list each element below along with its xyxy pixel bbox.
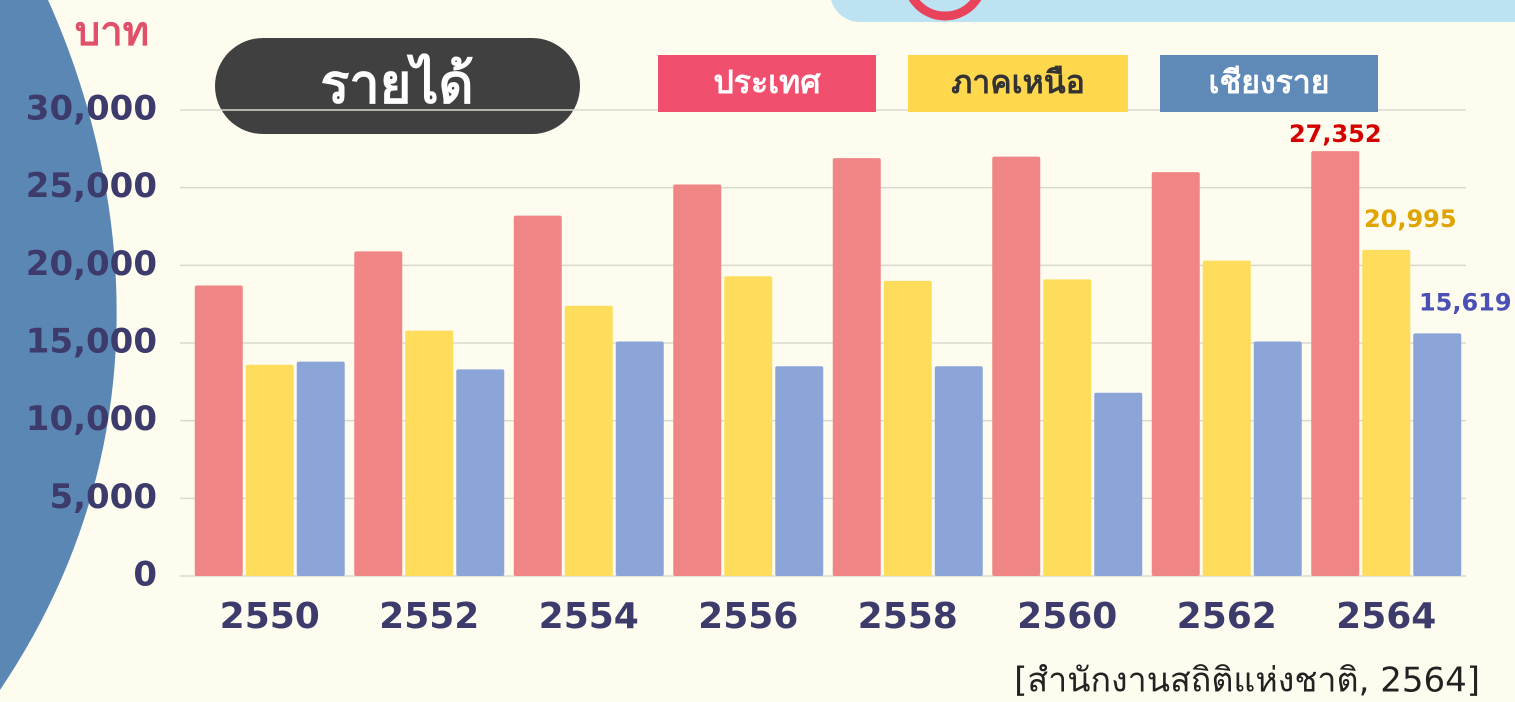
bar [513,215,562,577]
legend-label: เชียงราย [1209,63,1330,101]
x-tick-label: 2552 [379,596,479,637]
y-tick-label: 15,000 [26,322,157,362]
bar [832,158,881,577]
y-tick-label: 0 [133,555,157,595]
bar [1202,260,1251,576]
legend-label: ประเทศ [713,63,821,101]
legend-swatch [658,55,876,112]
bar [1094,392,1143,576]
value-label: 15,619 [1419,288,1512,316]
y-tick-label: 10,000 [26,399,157,439]
bar [456,369,505,576]
bar [245,364,294,576]
bar [1413,333,1462,576]
bar [992,156,1041,576]
x-tick-label: 2550 [220,596,320,637]
y-tick-label: 20,000 [26,244,157,284]
source: [สำนักงานสถิติแห่งชาติ, 2564] [1014,661,1480,701]
bar [564,305,613,576]
bar [615,341,664,576]
x-tick-label: 2558 [858,596,958,637]
top-banner [831,0,1515,22]
bar [883,280,932,576]
x-tick-label: 2564 [1336,596,1436,637]
legend-label: ภาคเหนือ [951,63,1085,101]
bar [405,330,454,576]
bar [194,285,243,576]
x-tick-label: 2554 [539,596,639,637]
bar [1362,249,1411,576]
banner-icon [908,0,982,21]
legend-swatch [1160,55,1378,112]
bar [354,251,403,576]
chart-title: รายได้ [320,53,473,116]
bar [775,366,824,576]
legend-swatch [908,55,1128,112]
bar [1253,341,1302,576]
y-tick-label: 5,000 [49,477,157,517]
side-shape [0,0,117,690]
y-axis-label: บาท [75,9,149,55]
bar [673,184,722,576]
x-tick-label: 2562 [1177,596,1277,637]
x-tick-label: 2556 [698,596,798,637]
bar [934,366,983,576]
y-tick-label: 30,000 [26,89,157,129]
bar [296,361,345,576]
x-tick-label: 2560 [1017,596,1117,637]
value-label: 20,995 [1364,205,1457,233]
bar [1043,279,1092,576]
value-label: 27,352 [1289,120,1382,148]
bar [1151,172,1200,576]
bar [1311,151,1360,576]
bar [724,276,773,576]
y-tick-label: 25,000 [26,166,157,206]
